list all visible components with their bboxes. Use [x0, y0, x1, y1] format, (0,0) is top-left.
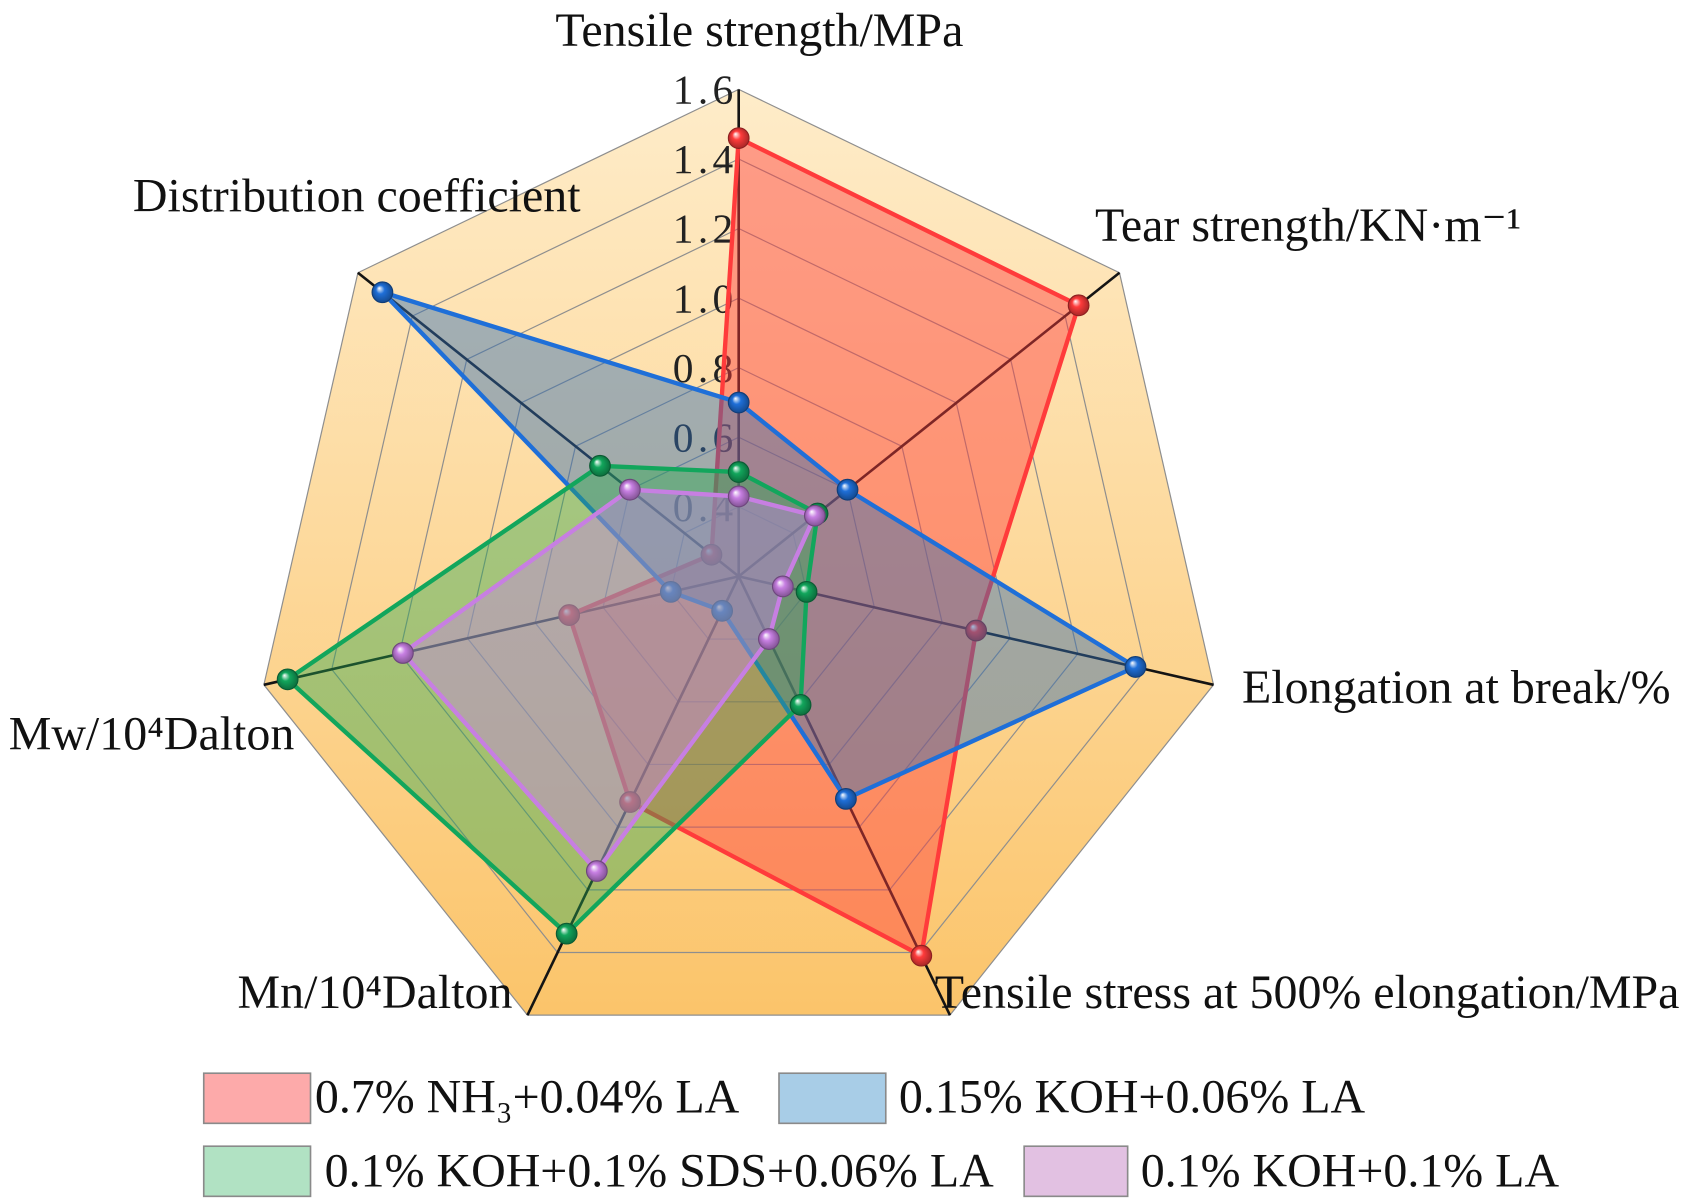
grid-ring-1-2	[398, 227, 1079, 891]
legend-item-3: 0.1% KOH+0.1% SDS+0.06% LA	[202, 1145, 994, 1198]
data-point-s1-tensile-stress-at-500-elongation-mpa	[910, 944, 933, 967]
grid-ring-0-6	[602, 436, 875, 703]
grid-ring-1	[466, 297, 1011, 828]
data-point-s3-tensile-strength-mpa	[727, 461, 750, 483]
data-point-s4-elongation-at-break	[771, 575, 794, 598]
legend-item-2: 0.15% KOH+0.06% LA	[778, 1070, 1366, 1125]
legend-swatch-1	[202, 1072, 312, 1125]
series-3	[276, 454, 829, 945]
data-point-s3-mw-10-dalton	[276, 668, 299, 691]
data-point-s1-mw-10-dalton	[558, 604, 581, 626]
data-point-s1-mn-10-dalton	[619, 791, 641, 813]
axis-label-distribution-coefficient: Distribution coefficient	[133, 169, 581, 222]
tick-label-1-6: 1.6	[673, 67, 738, 113]
axis-label-layer: Tensile strength/MPa Tear strength/KN·m⁻¹…	[9, 4, 1680, 1019]
grid-ring-1-4	[331, 158, 1147, 954]
data-point-s4-tensile-strength-mpa	[727, 485, 750, 508]
axis-line-distribution-coefficient	[357, 271, 740, 578]
data-point-s4-tear-strength-kn-m	[803, 504, 826, 527]
data-point-s3-mn-10-dalton	[555, 922, 578, 945]
data-point-s1-elongation-at-break	[965, 619, 987, 642]
axis-label-tensile-stress-at-500-elongation-mpa: Tensile stress at 500% elongation/MPa	[935, 966, 1680, 1019]
data-point-s2-elongation-at-break	[1124, 656, 1147, 678]
legend-swatch-4	[1023, 1145, 1129, 1198]
data-point-s4-mn-10-dalton	[585, 860, 608, 882]
series-4	[392, 478, 826, 882]
data-point-s2-tensile-strength-mpa	[727, 391, 750, 414]
data-point-s2-mw-10-dalton	[659, 580, 682, 603]
series-layer	[276, 127, 1147, 967]
data-point-s2-tear-strength-kn-m	[836, 478, 859, 501]
legend: 0.7% NH₃+0.04% LA 0.15% KOH+0.06% LA 0.1% …	[202, 1070, 1560, 1198]
tick-label-0-6: 0.6	[673, 414, 738, 460]
data-point-s2-tensile-stress-at-500-elongation-mpa	[835, 787, 857, 810]
tick-label-1-2: 1.2	[673, 206, 738, 252]
axis-label-elongation-at-break: Elongation at break/%	[1242, 661, 1671, 714]
legend-swatch-2	[778, 1072, 887, 1125]
data-point-s3-tensile-stress-at-500-elongation-mpa	[789, 693, 812, 716]
legend-label-2: 0.15% KOH+0.06% LA	[899, 1070, 1366, 1123]
axis-label-mw-10-dalton: Mw/10⁴Dalton	[9, 708, 295, 761]
axis-label-mn-10-dalton: Mn/10⁴Dalton	[238, 966, 513, 1019]
data-point-s4-distribution-coefficient	[618, 478, 641, 501]
series-area-3	[285, 463, 820, 936]
tick-label-1-4: 1.4	[673, 136, 738, 182]
data-point-s1-distribution-coefficient	[700, 543, 723, 566]
legend-item-1: 0.7% NH₃+0.04% LA	[202, 1070, 740, 1125]
data-point-s2-distribution-coefficient	[371, 281, 394, 304]
data-point-s3-distribution-coefficient	[589, 454, 611, 477]
tick-label-1-0: 1.0	[673, 275, 738, 321]
legend-label-3: 0.1% KOH+0.1% SDS+0.06% LA	[325, 1145, 994, 1198]
legend-label-1: 0.7% NH₃+0.04% LA	[315, 1070, 740, 1123]
data-point-s1-tear-strength-kn-m	[1067, 294, 1090, 317]
data-point-s3-elongation-at-break	[795, 580, 818, 603]
data-point-s4-tensile-stress-at-500-elongation-mpa	[757, 628, 780, 650]
data-point-s1-tensile-strength-mpa	[727, 127, 750, 149]
axis-line-mw-10-dalton	[263, 575, 739, 687]
legend-swatch-3	[202, 1145, 312, 1198]
grid-ring-1-6	[263, 88, 1215, 1016]
data-point-s2-mn-10-dalton	[711, 599, 734, 622]
data-point-s4-mw-10-dalton	[392, 642, 414, 664]
legend-label-4: 0.1% KOH+0.1% LA	[1141, 1145, 1560, 1198]
axis-label-tear-strength-kn-m: Tear strength/KN·m⁻¹	[1095, 199, 1521, 252]
series-2	[371, 281, 1147, 810]
legend-item-4: 0.1% KOH+0.1% LA	[1023, 1145, 1560, 1198]
series-area-2	[380, 290, 1138, 802]
series-area-4	[400, 487, 818, 874]
axis-label-tensile-strength-mpa: Tensile strength/MPa	[555, 4, 963, 57]
axis-line-tear-strength-kn-m	[737, 271, 1121, 578]
